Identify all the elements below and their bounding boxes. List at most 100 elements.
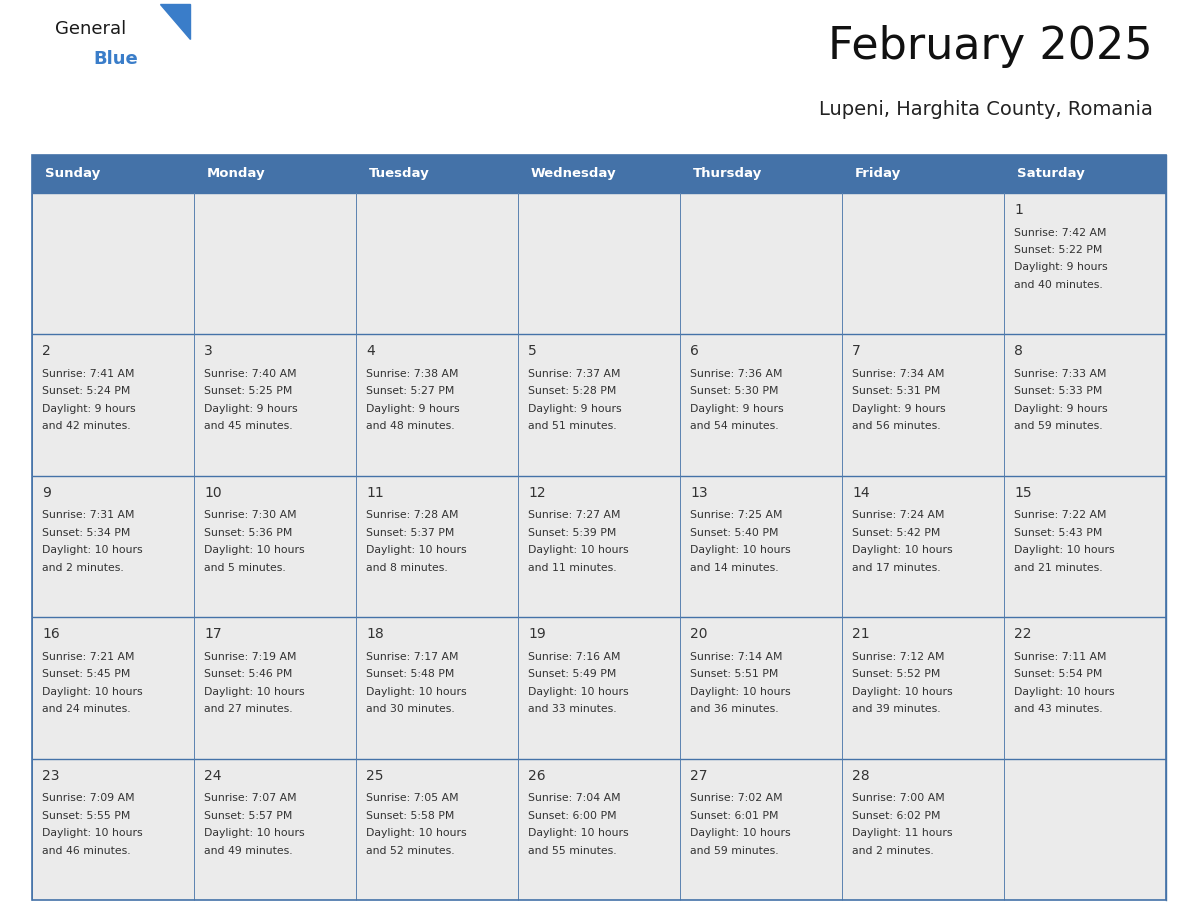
Text: 6: 6 (690, 344, 699, 358)
Text: Sunrise: 7:28 AM: Sunrise: 7:28 AM (366, 510, 459, 521)
Text: 22: 22 (1015, 627, 1031, 641)
Bar (842, 155, 1004, 193)
Text: 14: 14 (852, 486, 870, 499)
Bar (356, 758, 518, 900)
Bar (518, 193, 680, 334)
Bar (194, 193, 356, 334)
Text: Sunrise: 7:19 AM: Sunrise: 7:19 AM (204, 652, 297, 662)
Text: and 2 minutes.: and 2 minutes. (852, 845, 934, 856)
Text: Sunset: 5:45 PM: Sunset: 5:45 PM (42, 669, 131, 679)
Bar (518, 476, 680, 617)
Text: Daylight: 10 hours: Daylight: 10 hours (42, 545, 143, 555)
Text: Sunrise: 7:24 AM: Sunrise: 7:24 AM (852, 510, 944, 521)
Text: Sunset: 5:30 PM: Sunset: 5:30 PM (690, 386, 778, 397)
Text: 13: 13 (690, 486, 708, 499)
Text: 7: 7 (852, 344, 861, 358)
Text: Saturday: Saturday (1017, 167, 1085, 181)
Bar (680, 155, 842, 193)
Text: 20: 20 (690, 627, 708, 641)
Text: 26: 26 (527, 768, 545, 783)
Text: Daylight: 10 hours: Daylight: 10 hours (690, 545, 791, 555)
Bar (194, 617, 356, 758)
Text: and 40 minutes.: and 40 minutes. (1015, 280, 1102, 290)
Text: Daylight: 10 hours: Daylight: 10 hours (366, 828, 467, 838)
Text: Sunrise: 7:07 AM: Sunrise: 7:07 AM (204, 793, 297, 803)
Text: Sunset: 5:34 PM: Sunset: 5:34 PM (42, 528, 131, 538)
Text: Daylight: 10 hours: Daylight: 10 hours (1015, 545, 1114, 555)
Text: 25: 25 (366, 768, 384, 783)
Text: Sunset: 5:55 PM: Sunset: 5:55 PM (42, 811, 131, 821)
Text: Sunrise: 7:09 AM: Sunrise: 7:09 AM (42, 793, 134, 803)
Text: Sunset: 5:57 PM: Sunset: 5:57 PM (204, 811, 292, 821)
Text: 28: 28 (852, 768, 870, 783)
Text: Lupeni, Harghita County, Romania: Lupeni, Harghita County, Romania (819, 100, 1154, 119)
Bar (842, 334, 1004, 476)
Text: and 5 minutes.: and 5 minutes. (204, 563, 286, 573)
Text: Friday: Friday (855, 167, 902, 181)
Text: 10: 10 (204, 486, 222, 499)
Text: and 59 minutes.: and 59 minutes. (1015, 421, 1102, 431)
Text: Sunrise: 7:33 AM: Sunrise: 7:33 AM (1015, 369, 1106, 379)
Text: and 54 minutes.: and 54 minutes. (690, 421, 778, 431)
Text: 2: 2 (42, 344, 51, 358)
Bar (32, 193, 194, 334)
Text: 3: 3 (204, 344, 213, 358)
Text: Sunrise: 7:27 AM: Sunrise: 7:27 AM (527, 510, 620, 521)
Text: Daylight: 10 hours: Daylight: 10 hours (527, 687, 628, 697)
Text: Daylight: 9 hours: Daylight: 9 hours (42, 404, 135, 414)
Bar (680, 758, 842, 900)
Text: 17: 17 (204, 627, 222, 641)
Text: Daylight: 10 hours: Daylight: 10 hours (366, 687, 467, 697)
Text: Sunset: 5:58 PM: Sunset: 5:58 PM (366, 811, 454, 821)
Text: Sunset: 5:40 PM: Sunset: 5:40 PM (690, 528, 778, 538)
Text: 18: 18 (366, 627, 384, 641)
Text: and 17 minutes.: and 17 minutes. (852, 563, 941, 573)
Text: and 14 minutes.: and 14 minutes. (690, 563, 778, 573)
Bar (32, 617, 194, 758)
Text: and 27 minutes.: and 27 minutes. (204, 704, 292, 714)
Text: Daylight: 9 hours: Daylight: 9 hours (690, 404, 784, 414)
Text: Sunset: 5:42 PM: Sunset: 5:42 PM (852, 528, 941, 538)
Text: Sunset: 5:37 PM: Sunset: 5:37 PM (366, 528, 454, 538)
Bar (842, 193, 1004, 334)
Text: 15: 15 (1015, 486, 1031, 499)
Bar (842, 476, 1004, 617)
Bar (194, 476, 356, 617)
Text: Sunset: 5:49 PM: Sunset: 5:49 PM (527, 669, 617, 679)
Bar (680, 617, 842, 758)
Bar (32, 155, 194, 193)
Text: 19: 19 (527, 627, 545, 641)
Text: and 59 minutes.: and 59 minutes. (690, 845, 778, 856)
Text: Daylight: 11 hours: Daylight: 11 hours (852, 828, 953, 838)
Bar (356, 617, 518, 758)
Text: Thursday: Thursday (693, 167, 763, 181)
Text: Sunset: 5:52 PM: Sunset: 5:52 PM (852, 669, 941, 679)
Text: 16: 16 (42, 627, 59, 641)
Text: Sunset: 5:51 PM: Sunset: 5:51 PM (690, 669, 778, 679)
Text: Sunset: 5:46 PM: Sunset: 5:46 PM (204, 669, 292, 679)
Text: and 42 minutes.: and 42 minutes. (42, 421, 131, 431)
Bar (842, 758, 1004, 900)
Text: Daylight: 10 hours: Daylight: 10 hours (527, 545, 628, 555)
Text: and 49 minutes.: and 49 minutes. (204, 845, 292, 856)
Text: Sunset: 5:36 PM: Sunset: 5:36 PM (204, 528, 292, 538)
Text: 1: 1 (1015, 203, 1023, 217)
Text: and 55 minutes.: and 55 minutes. (527, 845, 617, 856)
Text: Sunrise: 7:21 AM: Sunrise: 7:21 AM (42, 652, 134, 662)
Bar (1004, 155, 1165, 193)
Text: and 30 minutes.: and 30 minutes. (366, 704, 455, 714)
Text: Sunrise: 7:42 AM: Sunrise: 7:42 AM (1015, 228, 1106, 238)
Text: Daylight: 10 hours: Daylight: 10 hours (42, 687, 143, 697)
Bar (194, 758, 356, 900)
Text: Sunday: Sunday (45, 167, 100, 181)
Text: Sunrise: 7:41 AM: Sunrise: 7:41 AM (42, 369, 134, 379)
Bar (518, 334, 680, 476)
Text: Sunset: 5:31 PM: Sunset: 5:31 PM (852, 386, 941, 397)
Text: Sunrise: 7:34 AM: Sunrise: 7:34 AM (852, 369, 944, 379)
Text: Daylight: 10 hours: Daylight: 10 hours (204, 545, 304, 555)
Text: and 36 minutes.: and 36 minutes. (690, 704, 778, 714)
Text: and 11 minutes.: and 11 minutes. (527, 563, 617, 573)
Text: and 46 minutes.: and 46 minutes. (42, 845, 131, 856)
Text: Sunset: 5:54 PM: Sunset: 5:54 PM (1015, 669, 1102, 679)
Bar (1004, 617, 1165, 758)
